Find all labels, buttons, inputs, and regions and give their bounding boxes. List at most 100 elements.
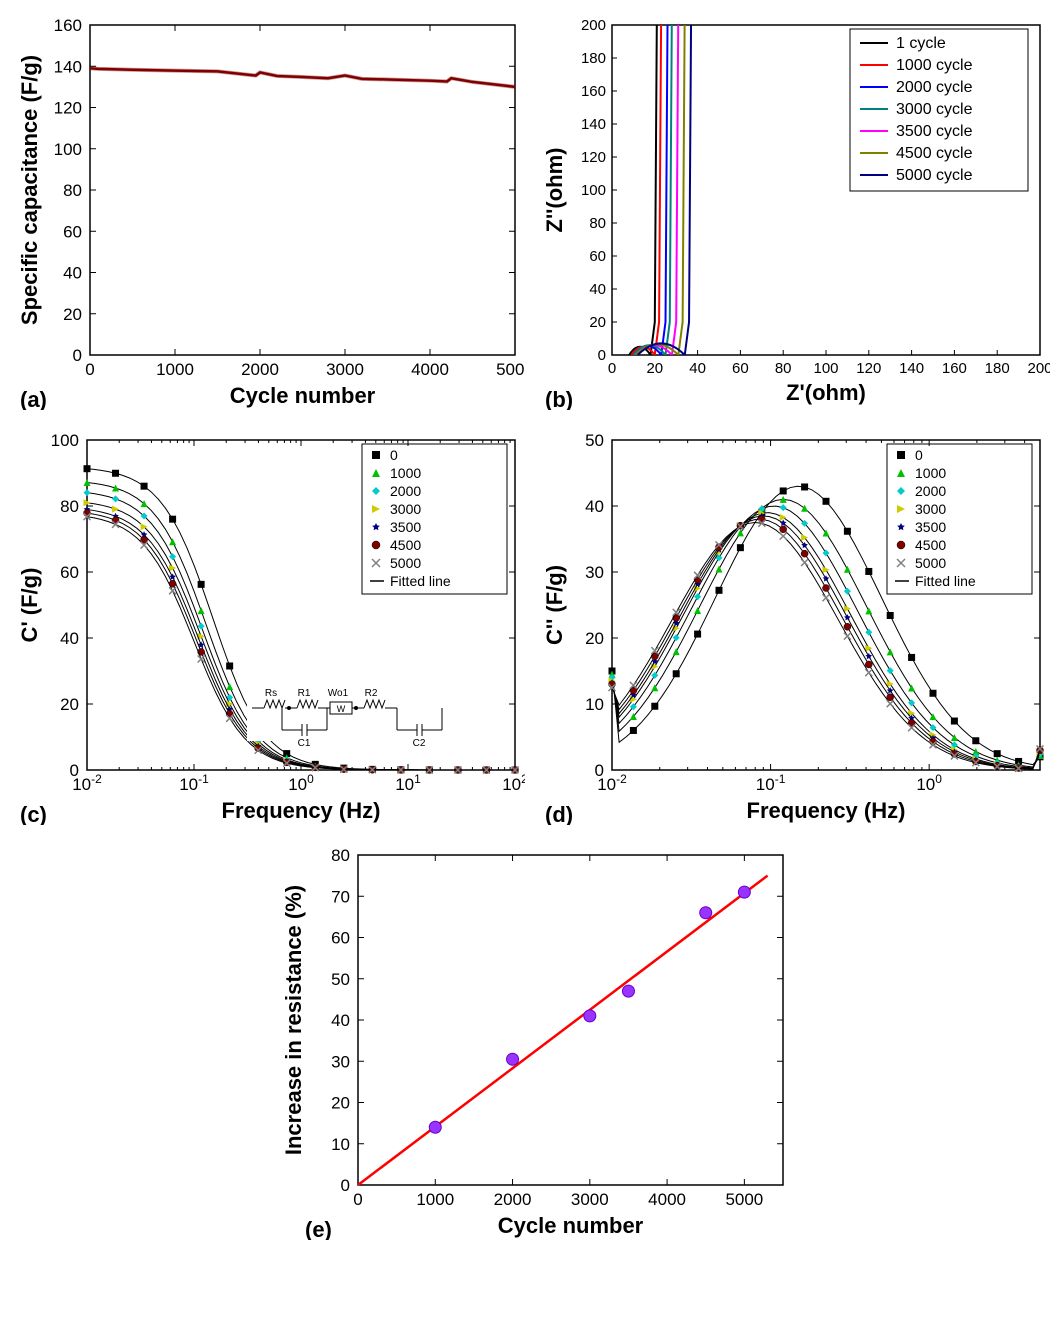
svg-text:4500: 4500 (915, 537, 946, 553)
chart-e-svg: 01000200030004000500001020304050607080Cy… (273, 845, 793, 1240)
svg-text:1000 cycle: 1000 cycle (896, 57, 973, 74)
svg-text:160: 160 (581, 83, 606, 100)
svg-text:1000: 1000 (416, 1190, 454, 1209)
svg-text:0: 0 (598, 347, 606, 364)
svg-text:2000: 2000 (390, 483, 421, 499)
svg-text:80: 80 (775, 360, 792, 377)
panel-d: 10-210-110001020304050010002000300035004… (540, 430, 1050, 825)
svg-text:40: 40 (589, 281, 606, 298)
svg-text:120: 120 (581, 149, 606, 166)
svg-text:3500: 3500 (915, 519, 946, 535)
svg-text:5000: 5000 (725, 1190, 763, 1209)
chart-c-svg: 10-210-110010110202040608010001000200030… (15, 430, 525, 825)
svg-text:100: 100 (288, 772, 314, 794)
svg-text:40: 40 (60, 629, 79, 648)
svg-text:3000: 3000 (326, 360, 364, 379)
svg-text:20: 20 (646, 360, 663, 377)
svg-text:100: 100 (51, 431, 79, 450)
svg-text:40: 40 (331, 1011, 350, 1030)
panel-e: 01000200030004000500001020304050607080Cy… (273, 845, 793, 1240)
svg-text:30: 30 (331, 1052, 350, 1071)
svg-text:80: 80 (63, 181, 82, 200)
svg-text:160: 160 (942, 360, 967, 377)
svg-text:120: 120 (856, 360, 881, 377)
svg-text:40: 40 (585, 497, 604, 516)
svg-text:100: 100 (581, 182, 606, 199)
svg-text:120: 120 (54, 99, 82, 118)
svg-text:10: 10 (585, 695, 604, 714)
svg-text:0: 0 (73, 346, 82, 365)
svg-text:3000: 3000 (915, 501, 946, 517)
svg-text:Z''(ohm): Z''(ohm) (542, 148, 567, 233)
svg-text:200: 200 (1027, 360, 1050, 377)
svg-text:Cycle number: Cycle number (230, 383, 376, 408)
svg-text:3000: 3000 (570, 1190, 608, 1209)
svg-text:2000 cycle: 2000 cycle (896, 79, 973, 96)
svg-text:2000: 2000 (915, 483, 946, 499)
svg-text:50: 50 (585, 431, 604, 450)
svg-text:1000: 1000 (915, 465, 946, 481)
svg-text:20: 20 (63, 305, 82, 324)
panel-c: 10-210-110010110202040608010001000200030… (15, 430, 525, 825)
svg-text:50: 50 (331, 970, 350, 989)
svg-text:0: 0 (595, 761, 604, 780)
svg-text:60: 60 (331, 929, 350, 948)
svg-text:Cycle number: Cycle number (497, 1213, 643, 1238)
svg-text:160: 160 (54, 16, 82, 35)
svg-text:C' (F/g): C' (F/g) (17, 568, 42, 643)
svg-text:4000: 4000 (411, 360, 449, 379)
svg-text:5000: 5000 (390, 555, 421, 571)
svg-text:Specific capacitance (F/g): Specific capacitance (F/g) (17, 55, 42, 325)
svg-text:60: 60 (732, 360, 749, 377)
svg-text:140: 140 (899, 360, 924, 377)
svg-text:Wo1: Wo1 (328, 688, 349, 699)
svg-text:R1: R1 (298, 688, 311, 699)
svg-text:(a): (a) (20, 387, 47, 410)
svg-text:C2: C2 (413, 738, 426, 749)
svg-text:180: 180 (581, 50, 606, 67)
svg-text:10-1: 10-1 (756, 772, 786, 794)
svg-text:3000 cycle: 3000 cycle (896, 101, 973, 118)
svg-text:0: 0 (915, 447, 923, 463)
svg-text:0: 0 (608, 360, 616, 377)
svg-text:Fitted line: Fitted line (390, 573, 451, 589)
svg-text:40: 40 (63, 264, 82, 283)
svg-text:20: 20 (331, 1094, 350, 1113)
svg-text:3500: 3500 (390, 519, 421, 535)
svg-text:(e): (e) (305, 1217, 332, 1240)
svg-text:200: 200 (581, 17, 606, 34)
svg-text:10: 10 (331, 1135, 350, 1154)
svg-text:(b): (b) (545, 387, 573, 410)
svg-text:101: 101 (395, 772, 421, 794)
svg-text:3500 cycle: 3500 cycle (896, 123, 973, 140)
svg-text:C'' (F/g): C'' (F/g) (542, 565, 567, 645)
svg-text:C1: C1 (298, 738, 311, 749)
svg-text:0: 0 (70, 761, 79, 780)
svg-text:W: W (337, 704, 346, 714)
svg-text:60: 60 (589, 248, 606, 265)
svg-text:70: 70 (331, 887, 350, 906)
svg-text:1000: 1000 (390, 465, 421, 481)
figure-grid: 0100020003000400050000204060801001201401… (15, 15, 1048, 1240)
svg-text:60: 60 (60, 563, 79, 582)
svg-text:140: 140 (581, 116, 606, 133)
chart-a-svg: 0100020003000400050000204060801001201401… (15, 15, 525, 410)
svg-text:20: 20 (585, 629, 604, 648)
svg-text:0: 0 (390, 447, 398, 463)
chart-d-svg: 10-210-110001020304050010002000300035004… (540, 430, 1050, 825)
svg-text:1 cycle: 1 cycle (896, 35, 946, 52)
svg-text:Rs: Rs (265, 688, 277, 699)
svg-text:Fitted line: Fitted line (915, 573, 976, 589)
svg-text:80: 80 (589, 215, 606, 232)
svg-text:0: 0 (340, 1176, 349, 1195)
svg-text:60: 60 (63, 222, 82, 241)
svg-text:0: 0 (353, 1190, 362, 1209)
svg-text:180: 180 (985, 360, 1010, 377)
svg-text:100: 100 (813, 360, 838, 377)
svg-text:2000: 2000 (241, 360, 279, 379)
svg-text:40: 40 (689, 360, 706, 377)
svg-text:(d): (d) (545, 802, 573, 825)
svg-text:1000: 1000 (156, 360, 194, 379)
chart-b-svg: 0204060801001201401601802000204060801001… (540, 15, 1050, 410)
svg-text:Increase in resistance (%): Increase in resistance (%) (281, 885, 306, 1155)
